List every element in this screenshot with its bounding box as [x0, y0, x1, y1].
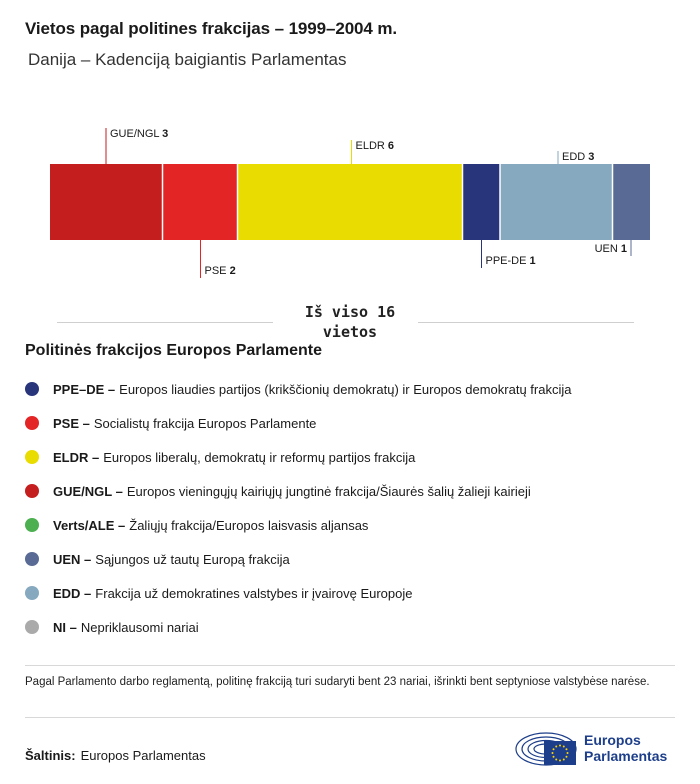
- bar-segment-ppe-de: [462, 164, 500, 240]
- legend-item: NI – Nepriklausomi nariai: [25, 610, 665, 644]
- total-divider-right: [418, 322, 634, 323]
- total-seats-text: Iš viso 16 vietos: [304, 303, 396, 341]
- segment-label-gue-ngl: GUE/NGL 3: [110, 128, 168, 140]
- total-divider-left: [57, 322, 273, 323]
- star-icon: [565, 748, 568, 751]
- segment-label-edd: EDD 3: [562, 151, 594, 163]
- bar-segment-eldr: [237, 164, 463, 240]
- legend-code: PSE –: [53, 415, 90, 431]
- legend-code: NI –: [53, 619, 77, 635]
- segment-label-uen: UEN 1: [595, 243, 627, 255]
- legend-dot-icon: [25, 484, 39, 498]
- legend-code: UEN –: [53, 551, 92, 567]
- legend-dot-icon: [25, 450, 39, 464]
- legend-item: ELDR – Europos liberalų, demokratų ir ref…: [25, 440, 665, 474]
- logo-line1: Europos: [584, 732, 641, 748]
- note-divider-top: [25, 665, 675, 666]
- legend-text: Frakcija už demokratines valstybes ir įv…: [95, 585, 413, 601]
- segment-label-pse: PSE 2: [205, 265, 236, 277]
- legend-title: Politinės frakcijos Europos Parlamente: [25, 342, 322, 359]
- bar-segment-uen: [612, 164, 650, 240]
- legend-dot-icon: [25, 518, 39, 532]
- star-icon: [565, 755, 568, 758]
- logo-text: Europos Parlamentas: [584, 732, 667, 764]
- legend-dot-icon: [25, 416, 39, 430]
- bar-segment-pse: [162, 164, 238, 240]
- legend-text: Socialistų frakcija Europos Parlamente: [93, 415, 317, 431]
- legend-item: UEN – Sąjungos už tautų Europą frakcija: [25, 542, 665, 576]
- legend-dot-icon: [25, 620, 39, 634]
- legend-text: Europos liberalų, demokratų ir reformų p…: [103, 449, 416, 465]
- star-icon: [551, 752, 554, 754]
- legend-text: Žaliųjų frakcija/Europos laisvasis aljan…: [129, 517, 369, 533]
- star-icon: [566, 752, 569, 754]
- legend-text: Sąjungos už tautų Europą frakcija: [95, 551, 290, 567]
- legend: PPE–DE – Europos liaudies partijos (krikš…: [25, 372, 665, 644]
- source-value: Europos Parlamentas: [80, 748, 206, 763]
- segment-label-eldr: ELDR 6: [356, 140, 395, 152]
- source: Šaltinis: Europos Parlamentas: [25, 748, 206, 763]
- footnote: Pagal Parlamento darbo reglamentą, polit…: [25, 676, 650, 688]
- legend-item: GUE/NGL – Europos vieningųjų kairiųjų jun…: [25, 474, 665, 508]
- legend-dot-icon: [25, 586, 39, 600]
- parliament-hemicycle-icon: [515, 732, 577, 766]
- source-label: Šaltinis:: [25, 748, 76, 763]
- legend-code: ELDR –: [53, 449, 100, 465]
- star-icon: [559, 759, 561, 762]
- european-parliament-logo: Europos Parlamentas: [514, 729, 667, 767]
- bar-segment-gue-ngl: [50, 164, 163, 240]
- legend-code: PPE–DE –: [53, 381, 116, 397]
- star-icon: [552, 755, 555, 758]
- legend-item: Verts/ALE – Žaliųjų frakcija/Europos lais…: [25, 508, 665, 542]
- legend-text: Nepriklausomi nariai: [80, 619, 199, 635]
- note-divider-bottom: [25, 717, 675, 718]
- stacked-bar-chart: GUE/NGL 3 PSE 2 ELDR 6 PPE-DE 1 EDD 3 UEN 1: [50, 128, 650, 278]
- logo-line2: Parlamentas: [584, 748, 668, 764]
- legend-text: Europos vieningųjų kairiųjų jungtinė fra…: [126, 483, 531, 499]
- legend-code: EDD –: [53, 585, 92, 601]
- legend-dot-icon: [25, 382, 39, 396]
- star-icon: [555, 758, 558, 761]
- legend-item: EDD – Frakcija už demokratines valstybes …: [25, 576, 665, 610]
- legend-code: GUE/NGL –: [53, 483, 123, 499]
- legend-item: PSE – Socialistų frakcija Europos Parlame…: [25, 406, 665, 440]
- legend-dot-icon: [25, 552, 39, 566]
- star-icon: [562, 758, 565, 761]
- legend-code: Verts/ALE –: [53, 517, 126, 533]
- legend-item: PPE–DE – Europos liaudies partijos (krikš…: [25, 372, 665, 406]
- star-icon: [555, 745, 558, 748]
- total-seats-label: Iš viso 16 vietos: [0, 302, 700, 342]
- segment-label-ppe-de: PPE-DE 1: [486, 255, 536, 267]
- bar-segment-edd: [500, 164, 613, 240]
- star-icon: [559, 744, 561, 747]
- legend-text: Europos liaudies partijos (krikščionių d…: [119, 381, 572, 397]
- chart-subtitle: Danija – Kadenciją baigiantis Parlamenta…: [28, 50, 347, 69]
- star-icon: [552, 748, 555, 751]
- chart-title: Vietos pagal politines frakcijas – 1999–…: [25, 19, 398, 38]
- star-icon: [562, 745, 565, 748]
